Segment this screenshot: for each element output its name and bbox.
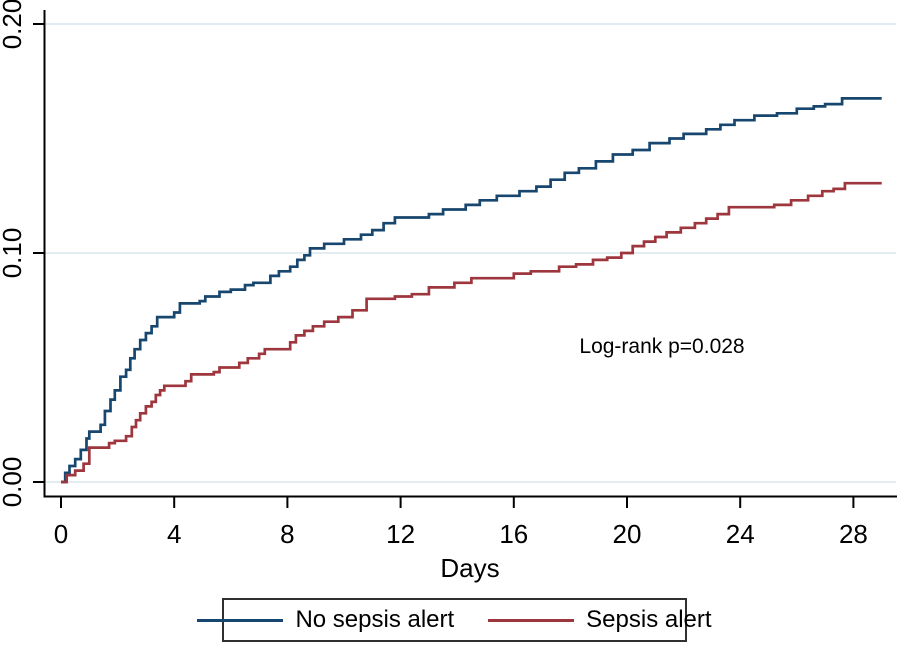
x-tick-label: 8 <box>280 519 294 549</box>
legend-item-no-sepsis-alert: No sepsis alert <box>197 606 454 634</box>
legend-line-swatch-no-sepsis-alert <box>197 618 284 622</box>
series-no-sepsis-alert <box>61 97 882 484</box>
legend-item-sepsis-alert: Sepsis alert <box>488 606 712 634</box>
y-tick-label: 0.00 <box>0 457 27 508</box>
logrank-annotation: Log-rank p=0.028 <box>579 335 745 358</box>
x-tick-label: 28 <box>839 519 868 549</box>
legend-box: No sepsis alert Sepsis alert <box>197 598 712 642</box>
x-tick-label: 16 <box>499 519 528 549</box>
legend-label-sepsis-alert: Sepsis alert <box>586 606 712 633</box>
x-tick-label: 20 <box>613 519 642 549</box>
y-tick-label: 0.10 <box>0 228 27 279</box>
legend-line-swatch-sepsis-alert <box>488 618 575 622</box>
x-tick-label: 4 <box>167 519 181 549</box>
legend-label-no-sepsis-alert: No sepsis alert <box>295 606 455 633</box>
x-tick-label: 0 <box>54 519 68 549</box>
series-sepsis-alert <box>61 181 882 484</box>
x-axis-title: Days <box>440 553 500 583</box>
x-tick-label: 12 <box>386 519 415 549</box>
y-tick-label: 0.20 <box>0 0 27 49</box>
x-tick-label: 24 <box>726 519 755 549</box>
